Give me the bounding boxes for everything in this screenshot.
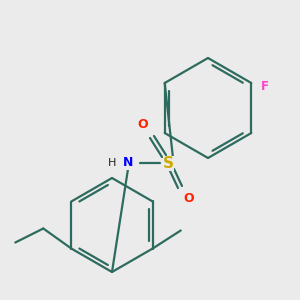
Text: H: H	[108, 158, 116, 168]
Text: N: N	[123, 157, 133, 169]
Text: O: O	[184, 193, 194, 206]
Text: S: S	[163, 155, 173, 170]
Text: O: O	[138, 118, 148, 131]
Text: F: F	[261, 80, 269, 94]
